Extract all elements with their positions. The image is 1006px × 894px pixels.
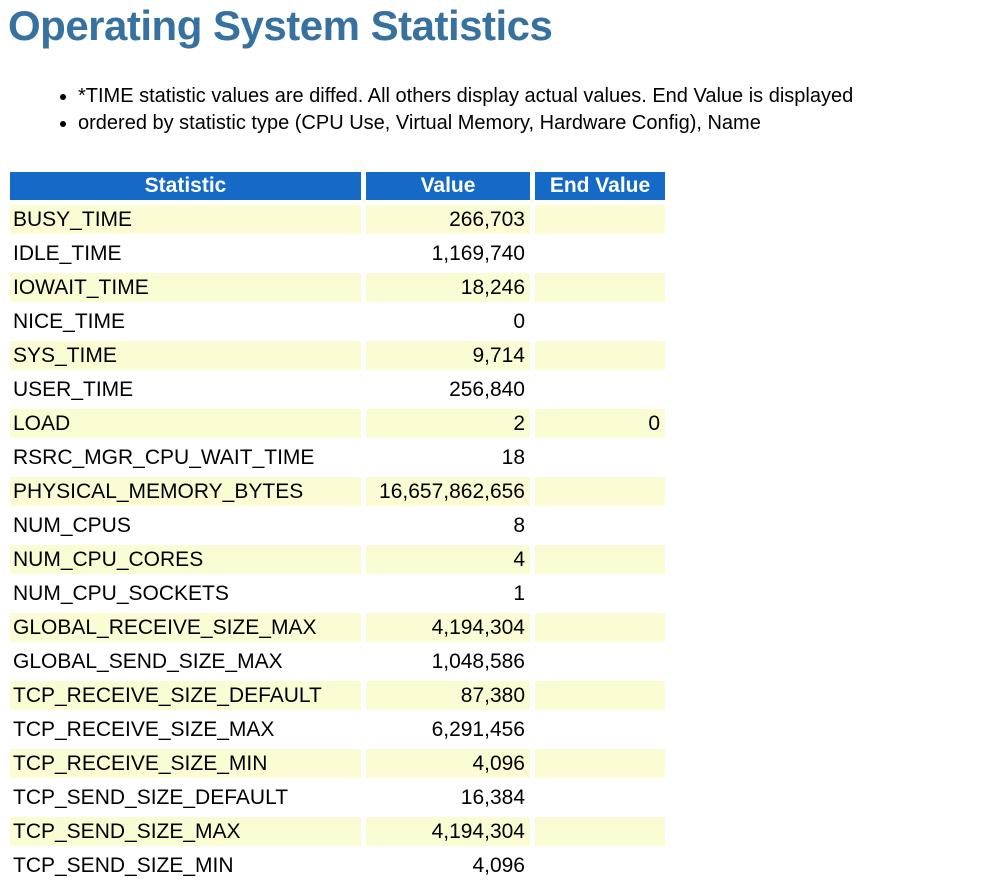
statistic-cell: GLOBAL_RECEIVE_SIZE_MAX (10, 613, 361, 642)
statistic-cell: TCP_RECEIVE_SIZE_MIN (10, 749, 361, 778)
table-body: BUSY_TIME 266,703 IDLE_TIME 1,169,740 IOWAIT… (10, 205, 665, 880)
value-cell: 0 (366, 307, 530, 336)
table-row: BUSY_TIME 266,703 (10, 205, 665, 234)
end-value-cell (535, 307, 665, 336)
table-row: RSRC_MGR_CPU_WAIT_TIME 18 (10, 443, 665, 472)
table-row: USER_TIME 256,840 (10, 375, 665, 404)
end-value-cell (535, 715, 665, 744)
value-cell: 6,291,456 (366, 715, 530, 744)
note-time-diffed: *TIME statistic values are diffed. All o… (78, 84, 1006, 109)
table-row: SYS_TIME 9,714 (10, 341, 665, 370)
value-cell: 256,840 (366, 375, 530, 404)
table-row: LOAD 2 0 (10, 409, 665, 438)
end-value-cell (535, 477, 665, 506)
page-title: Operating System Statistics (8, 2, 553, 49)
end-value-cell (535, 273, 665, 302)
table-row: NUM_CPU_CORES 4 (10, 545, 665, 574)
value-cell: 4,194,304 (366, 817, 530, 846)
value-cell: 16,384 (366, 783, 530, 812)
value-cell: 1 (366, 579, 530, 608)
statistic-cell: IOWAIT_TIME (10, 273, 361, 302)
table-row: TCP_SEND_SIZE_MAX 4,194,304 (10, 817, 665, 846)
end-value-cell (535, 239, 665, 268)
statistic-cell: NUM_CPU_SOCKETS (10, 579, 361, 608)
table-row: NUM_CPU_SOCKETS 1 (10, 579, 665, 608)
statistic-cell: LOAD (10, 409, 361, 438)
end-value-cell (535, 375, 665, 404)
end-value-cell (535, 545, 665, 574)
column-header-value: Value (366, 172, 530, 200)
value-cell: 18,246 (366, 273, 530, 302)
note-ordering: ordered by statistic type (CPU Use, Virt… (78, 111, 1006, 136)
table-row: TCP_RECEIVE_SIZE_DEFAULT 87,380 (10, 681, 665, 710)
statistic-cell: TCP_RECEIVE_SIZE_MAX (10, 715, 361, 744)
end-value-cell (535, 511, 665, 540)
statistic-cell: USER_TIME (10, 375, 361, 404)
statistic-cell: TCP_SEND_SIZE_MAX (10, 817, 361, 846)
table-row: IOWAIT_TIME 18,246 (10, 273, 665, 302)
statistic-cell: IDLE_TIME (10, 239, 361, 268)
table-row: NUM_CPUS 8 (10, 511, 665, 540)
table-row: GLOBAL_RECEIVE_SIZE_MAX 4,194,304 (10, 613, 665, 642)
value-cell: 4,096 (366, 851, 530, 880)
statistic-cell: TCP_RECEIVE_SIZE_DEFAULT (10, 681, 361, 710)
table-row: NICE_TIME 0 (10, 307, 665, 336)
table-row: IDLE_TIME 1,169,740 (10, 239, 665, 268)
table-row: PHYSICAL_MEMORY_BYTES 16,657,862,656 (10, 477, 665, 506)
notes-list: *TIME statistic values are diffed. All o… (0, 84, 1006, 136)
statistic-cell: SYS_TIME (10, 341, 361, 370)
statistic-cell: TCP_SEND_SIZE_MIN (10, 851, 361, 880)
column-header-end-value: End Value (535, 172, 665, 200)
statistic-cell: PHYSICAL_MEMORY_BYTES (10, 477, 361, 506)
value-cell: 8 (366, 511, 530, 540)
table-row: TCP_SEND_SIZE_MIN 4,096 (10, 851, 665, 880)
table-row: TCP_SEND_SIZE_DEFAULT 16,384 (10, 783, 665, 812)
value-cell: 16,657,862,656 (366, 477, 530, 506)
value-cell: 2 (366, 409, 530, 438)
statistic-cell: NUM_CPU_CORES (10, 545, 361, 574)
value-cell: 9,714 (366, 341, 530, 370)
end-value-cell (535, 613, 665, 642)
value-cell: 18 (366, 443, 530, 472)
statistic-cell: TCP_SEND_SIZE_DEFAULT (10, 783, 361, 812)
value-cell: 266,703 (366, 205, 530, 234)
statistic-cell: NUM_CPUS (10, 511, 361, 540)
table-row: TCP_RECEIVE_SIZE_MAX 6,291,456 (10, 715, 665, 744)
table-row: GLOBAL_SEND_SIZE_MAX 1,048,586 (10, 647, 665, 676)
column-header-statistic: Statistic (10, 172, 361, 200)
end-value-cell (535, 783, 665, 812)
end-value-cell (535, 341, 665, 370)
end-value-cell (535, 749, 665, 778)
table-row: TCP_RECEIVE_SIZE_MIN 4,096 (10, 749, 665, 778)
value-cell: 1,048,586 (366, 647, 530, 676)
value-cell: 1,169,740 (366, 239, 530, 268)
statistic-cell: BUSY_TIME (10, 205, 361, 234)
table-header-row: Statistic Value End Value (10, 172, 665, 200)
end-value-cell (535, 647, 665, 676)
end-value-cell (535, 851, 665, 880)
value-cell: 4,194,304 (366, 613, 530, 642)
end-value-cell (535, 443, 665, 472)
value-cell: 4 (366, 545, 530, 574)
end-value-cell: 0 (535, 409, 665, 438)
end-value-cell (535, 817, 665, 846)
statistic-cell: RSRC_MGR_CPU_WAIT_TIME (10, 443, 361, 472)
value-cell: 4,096 (366, 749, 530, 778)
end-value-cell (535, 681, 665, 710)
end-value-cell (535, 205, 665, 234)
value-cell: 87,380 (366, 681, 530, 710)
end-value-cell (535, 579, 665, 608)
statistic-cell: NICE_TIME (10, 307, 361, 336)
os-statistics-table: Statistic Value End Value BUSY_TIME 266,7… (5, 167, 670, 885)
statistic-cell: GLOBAL_SEND_SIZE_MAX (10, 647, 361, 676)
